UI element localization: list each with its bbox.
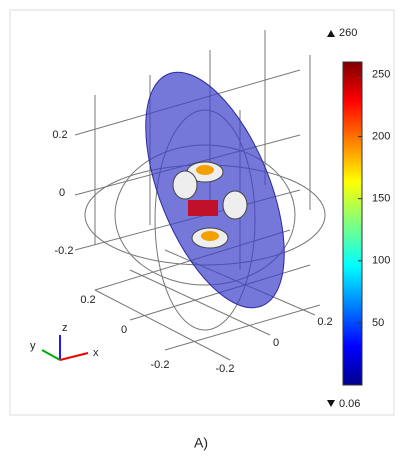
page: {"colorbar": {"max": 260, "min": 0.06, "… — [0, 0, 403, 459]
z-tick-label: -0.2 — [55, 245, 74, 257]
colorbar-tick-label: 250 — [372, 68, 390, 80]
z-tick-label: 0 — [59, 187, 65, 199]
y-tick-label: 0.2 — [80, 294, 95, 306]
figure: z x y 260 0.06 A) 50 100 150 200 250 0.2 0 -0.2… — [0, 0, 403, 459]
colorbar-tick-label: 50 — [372, 317, 384, 329]
colorbar-max: 260 — [339, 27, 357, 39]
y-tick-label: -0.2 — [151, 359, 170, 371]
colorbar-tick-label: 100 — [372, 255, 390, 267]
triad-label: x — [93, 347, 99, 359]
colorbar-min: 0.06 — [339, 398, 360, 410]
colorbar-tick-label: 200 — [372, 130, 390, 142]
caption: A) — [194, 435, 208, 451]
colorbar — [343, 62, 362, 385]
x-tick-label: 0.2 — [317, 316, 332, 328]
x-tick-label: -0.2 — [216, 363, 235, 375]
colorbar-tick-label: 150 — [372, 193, 390, 205]
x-tick-label: 0 — [273, 337, 279, 349]
y-tick-label: 0 — [121, 324, 127, 336]
z-tick-label: 0.2 — [52, 129, 67, 141]
triad-label: y — [30, 340, 36, 352]
triad-label: z — [62, 322, 68, 334]
